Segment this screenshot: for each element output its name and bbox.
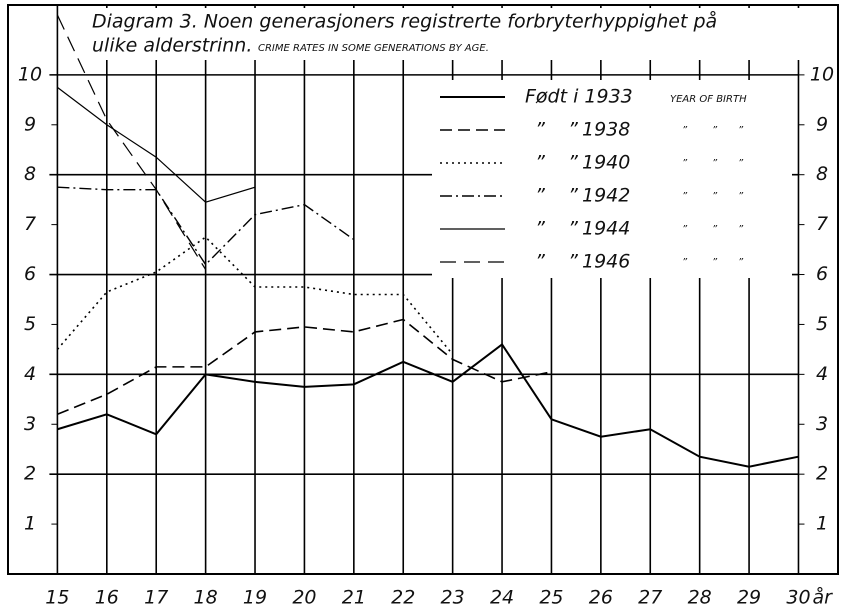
frame — [7, 4, 839, 575]
ditto-mark: ” — [682, 257, 688, 268]
chart-title: Diagram 3. Noen generasjoners registrert… — [92, 10, 717, 33]
x-tick-label: 19 — [243, 587, 267, 609]
y-tick-label: 4 — [24, 363, 36, 385]
x-tick-label: 16 — [95, 587, 119, 609]
x-tick-label: 27 — [638, 587, 662, 609]
y-tick-label: 10 — [18, 63, 42, 85]
ditto-mark: ” — [535, 218, 545, 240]
x-tick-label: 29 — [737, 587, 761, 609]
y-tick-label: 8 — [24, 163, 36, 185]
ditto-mark: ” — [568, 251, 578, 273]
y-tick-label: 3 — [816, 413, 828, 435]
ditto-mark: ” — [712, 158, 718, 169]
series-line — [56, 236, 454, 355]
x-tick-label: 24 — [490, 587, 514, 609]
series-line — [57, 318, 552, 416]
x-tick-label: 18 — [194, 587, 218, 609]
y-tick-label: 3 — [24, 413, 36, 435]
ditto-mark: ” — [712, 191, 718, 202]
series-line — [57, 342, 799, 468]
y-tick-label: 5 — [24, 313, 36, 335]
legend-label: 1946 — [582, 251, 630, 273]
y-tick-label: 1 — [24, 513, 36, 535]
x-tick-label: 15 — [45, 587, 69, 609]
ditto-mark: ” — [682, 191, 688, 202]
ditto-mark: ” — [535, 251, 545, 273]
ditto-mark: ” — [738, 125, 744, 136]
x-tick-label: 28 — [688, 587, 712, 609]
x-tick-label: 26 — [589, 587, 613, 609]
ditto-mark: ” — [712, 257, 718, 268]
ditto-mark: ” — [682, 224, 688, 235]
ditto-mark: ” — [568, 119, 578, 141]
x-tick-label: 17 — [144, 587, 168, 609]
y-tick-label: 2 — [24, 463, 36, 485]
ditto-mark: ” — [682, 125, 688, 136]
legend-label: Født i 1933 — [525, 86, 633, 108]
x-tick-label: 21 — [342, 587, 366, 609]
ditto-mark: ” — [568, 218, 578, 240]
y-tick-label: 4 — [816, 363, 828, 385]
y-tick-label: 6 — [816, 263, 828, 285]
chart-title: ulike alderstrinn. — [92, 35, 252, 57]
y-tick-label: 10 — [810, 63, 834, 85]
y-tick-label: 7 — [24, 213, 36, 235]
x-tick-label: 23 — [441, 587, 465, 609]
ditto-mark: ” — [712, 125, 718, 136]
ditto-mark: ” — [738, 257, 744, 268]
ditto-mark: ” — [738, 224, 744, 235]
y-tick-label: 5 — [816, 313, 828, 335]
ditto-mark: ” — [682, 158, 688, 169]
ditto-mark: ” — [535, 152, 545, 174]
ditto-mark: ” — [535, 185, 545, 207]
y-tick-label: 7 — [816, 213, 828, 235]
series-line — [56, 14, 207, 270]
x-tick-label: 25 — [539, 587, 563, 609]
legend-label: 1944 — [582, 218, 630, 240]
y-tick-label: 8 — [816, 163, 828, 185]
x-tick-label: 20 — [292, 587, 316, 609]
legend-note: YEAR OF BIRTH — [670, 94, 747, 105]
x-tick-label: 30 — [786, 587, 810, 609]
y-tick-label: 1 — [816, 513, 828, 535]
ditto-mark: ” — [535, 119, 545, 141]
ditto-mark: ” — [568, 152, 578, 174]
series-line — [57, 86, 256, 203]
x-tick-label: 22 — [391, 587, 415, 609]
legend-backdrop — [432, 80, 792, 278]
ditto-mark: ” — [568, 185, 578, 207]
y-tick-label: 2 — [816, 463, 828, 485]
ditto-mark: ” — [738, 158, 744, 169]
series-line — [57, 186, 355, 266]
title-backdrop — [85, 8, 805, 60]
y-tick-label: 9 — [816, 113, 828, 135]
legend-label: 1942 — [582, 185, 630, 207]
chart-subtitle: CRIME RATES IN SOME GENERATIONS BY AGE. — [258, 43, 489, 54]
y-tick-label: 9 — [24, 113, 36, 135]
lines — [56, 14, 799, 468]
legend-label: 1940 — [582, 152, 630, 174]
legend: Født i 1933 YEAR OF BIRTH”” 1938””””” 1940”… — [432, 80, 792, 278]
legend-label: 1938 — [582, 119, 630, 141]
x-unit-label: år — [812, 586, 833, 609]
y-tick-label: 6 — [24, 263, 36, 285]
ditto-mark: ” — [712, 224, 718, 235]
ditto-mark: ” — [738, 191, 744, 202]
